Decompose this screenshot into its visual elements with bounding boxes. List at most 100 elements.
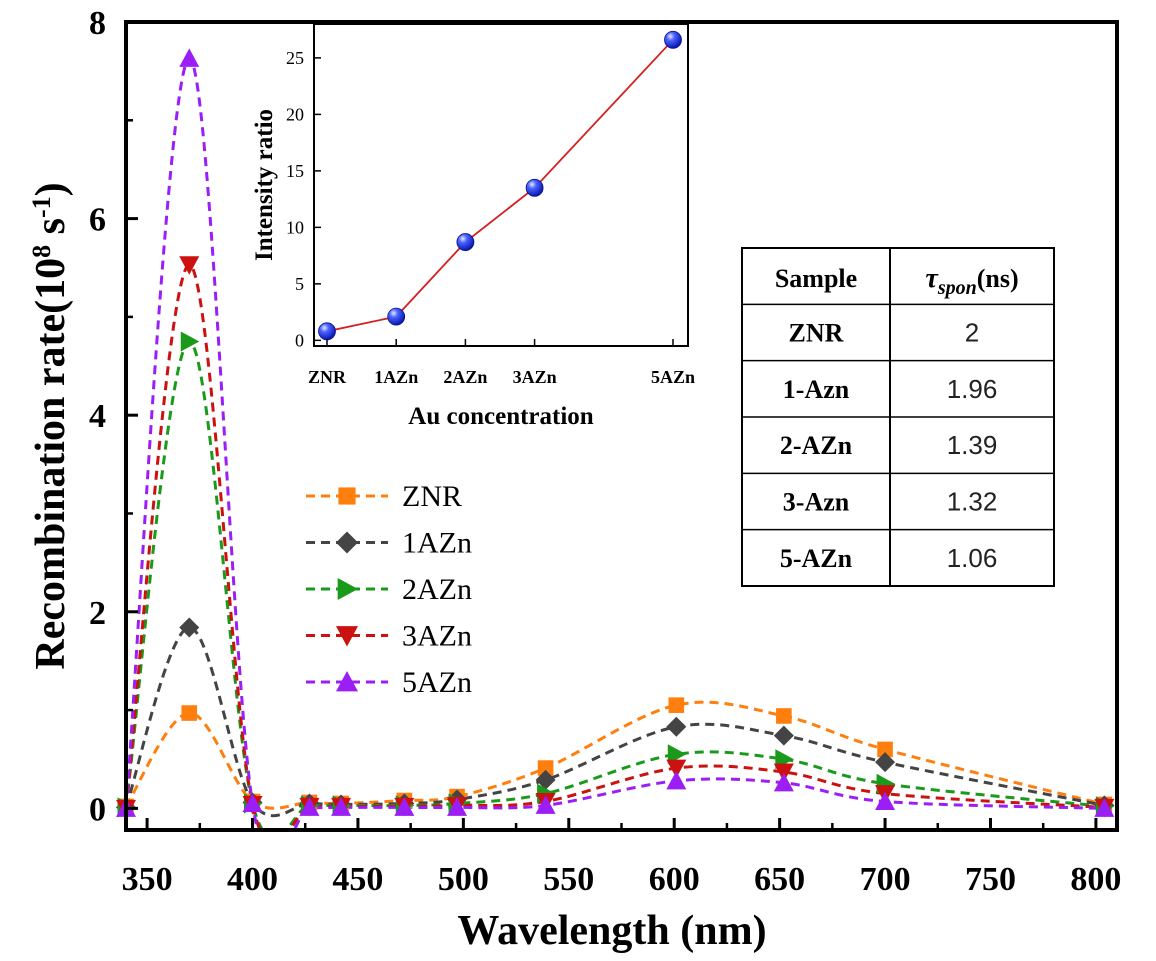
data-point-3AZn — [666, 759, 687, 779]
inset-x-tick-label: ZNR — [308, 367, 347, 387]
data-point-ZNR — [537, 760, 554, 776]
inset-y-tick-label: 15 — [286, 161, 304, 181]
data-point-1AZn — [875, 752, 896, 773]
table-cell-sample: 3-Azn — [783, 488, 850, 517]
x-tick-label: 350 — [122, 861, 173, 898]
x-tick-label: 750 — [965, 861, 1016, 898]
y-tick-label: 2 — [89, 595, 106, 632]
table-cell-lifetime: 2 — [965, 318, 979, 348]
data-point-5AZn — [447, 797, 468, 816]
data-point-ZNR — [877, 741, 893, 758]
data-point-3AZn — [773, 763, 794, 783]
inset-y-tick-label: 10 — [286, 217, 304, 237]
inset-y-tick-label: 0 — [295, 330, 304, 350]
table-cell-lifetime: 1.39 — [947, 430, 998, 460]
data-point-2AZn — [180, 331, 200, 352]
x-tick-label: 700 — [860, 861, 911, 898]
data-point-1AZn — [535, 769, 556, 790]
data-point-5AZn — [535, 795, 556, 814]
data-point-5AZn — [773, 772, 794, 792]
table-header-tau-spon: τspon(ns) — [925, 263, 1018, 299]
legend-label-1AZn: 1AZn — [402, 527, 472, 560]
inset-y-tick-label: 25 — [286, 48, 304, 68]
inset-data-point — [664, 30, 682, 49]
legend-marker-2AZn — [337, 578, 358, 600]
legend-marker-1AZn — [336, 531, 358, 554]
inset-chart: 0 5 10 15 20 25 ZNR 1AZn 2AZn 3AZn 5AZn Au concent… — [251, 23, 695, 430]
tau-symbol: τ — [925, 263, 939, 294]
inset-data-point — [318, 322, 336, 341]
x-tick-label: 400 — [227, 861, 278, 898]
table-cell-sample: 5-AZn — [780, 544, 853, 573]
tau-unit: (ns) — [977, 264, 1019, 293]
table-cell-lifetime: 1.96 — [947, 374, 998, 404]
y-axis-title-exponent-8: 8 — [27, 245, 56, 258]
y-tick-label: 4 — [89, 398, 106, 435]
series-line-1AZn — [126, 625, 1105, 818]
table-header-sample: Sample — [775, 264, 857, 293]
inset-y-tick-label: 5 — [295, 274, 304, 294]
data-point-5AZn — [875, 791, 896, 810]
inset-background — [314, 24, 688, 346]
data-point-ZNR — [668, 697, 685, 713]
inset-data-point — [525, 178, 544, 197]
legend-marker-ZNR — [338, 487, 356, 505]
x-axis-title: Wavelength (nm) — [457, 908, 766, 954]
y-axis-title: Recombination rate(108 s-1) — [27, 182, 74, 669]
x-tick-label: 500 — [438, 861, 489, 898]
data-point-3AZn — [179, 256, 200, 275]
data-point-5AZn — [179, 48, 200, 67]
y-tick-label: 8 — [89, 5, 106, 42]
data-point-5AZn — [1094, 798, 1115, 817]
series-line-3AZn — [126, 263, 1105, 830]
table-cell-lifetime: 1.32 — [947, 487, 998, 517]
data-point-1AZn — [666, 716, 687, 737]
tau-subscript: spon — [937, 277, 977, 299]
y-tick-label: 6 — [89, 202, 106, 239]
data-point-ZNR — [181, 705, 198, 721]
inset-plot-frame — [313, 23, 689, 347]
table-cell-sample: 2-AZn — [780, 431, 853, 460]
data-point-5AZn — [299, 797, 320, 816]
y-tick-label: 0 — [89, 791, 106, 828]
inset-x-tick-label: 3AZn — [513, 367, 557, 387]
x-tick-label: 450 — [332, 861, 383, 898]
data-point-5AZn — [242, 793, 263, 812]
data-point-2AZn — [667, 744, 687, 765]
legend-marker-5AZn — [336, 671, 358, 692]
data-point-1AZn — [179, 617, 200, 638]
legend: ZNR 1AZn 2AZn 3AZn 5AZn — [306, 480, 472, 699]
table-cell-sample: ZNR — [789, 319, 844, 348]
y-axis-title-suffix: ) — [28, 182, 74, 196]
data-point-ZNR — [776, 708, 792, 724]
legend-marker-3AZn — [336, 626, 358, 647]
x-tick-label: 550 — [543, 861, 594, 898]
y-axis-title-unit: s — [28, 218, 74, 245]
data-point-1AZn — [773, 725, 794, 746]
inset-x-axis-title: Au concentration — [408, 403, 593, 430]
legend-label-3AZn: 3AZn — [402, 620, 472, 653]
lifetime-table: Sample τspon(ns) ZNR 2 1-Azn 1.96 2-AZn 1.39 3… — [741, 247, 1055, 587]
x-tick-label: 800 — [1070, 861, 1121, 898]
inset-x-tick-label: 1AZn — [374, 367, 418, 387]
data-point-5AZn — [394, 797, 415, 816]
table-cell-sample: 1-Azn — [783, 375, 850, 404]
data-point-5AZn — [666, 770, 687, 790]
legend-label-2AZn: 2AZn — [402, 573, 472, 606]
x-tick-label: 650 — [754, 861, 805, 898]
inset-data-point — [456, 233, 475, 251]
inset-x-tick-label: 5AZn — [651, 367, 695, 387]
data-point-5AZn — [331, 797, 352, 816]
inset-x-tick-label: 2AZn — [443, 367, 487, 387]
y-axis-title-exponent-minus1: -1 — [27, 196, 56, 218]
inset-data-point — [387, 307, 406, 326]
inset-y-tick-label: 20 — [286, 104, 304, 124]
x-tick-label: 600 — [649, 861, 700, 898]
y-axis-title-prefix: Recombination rate(10 — [28, 258, 74, 670]
legend-label-ZNR: ZNR — [402, 480, 462, 513]
table-cell-lifetime: 1.06 — [947, 543, 998, 573]
inset-y-axis-title: Intensity ratio — [251, 109, 278, 261]
legend-label-5AZn: 5AZn — [402, 666, 472, 699]
